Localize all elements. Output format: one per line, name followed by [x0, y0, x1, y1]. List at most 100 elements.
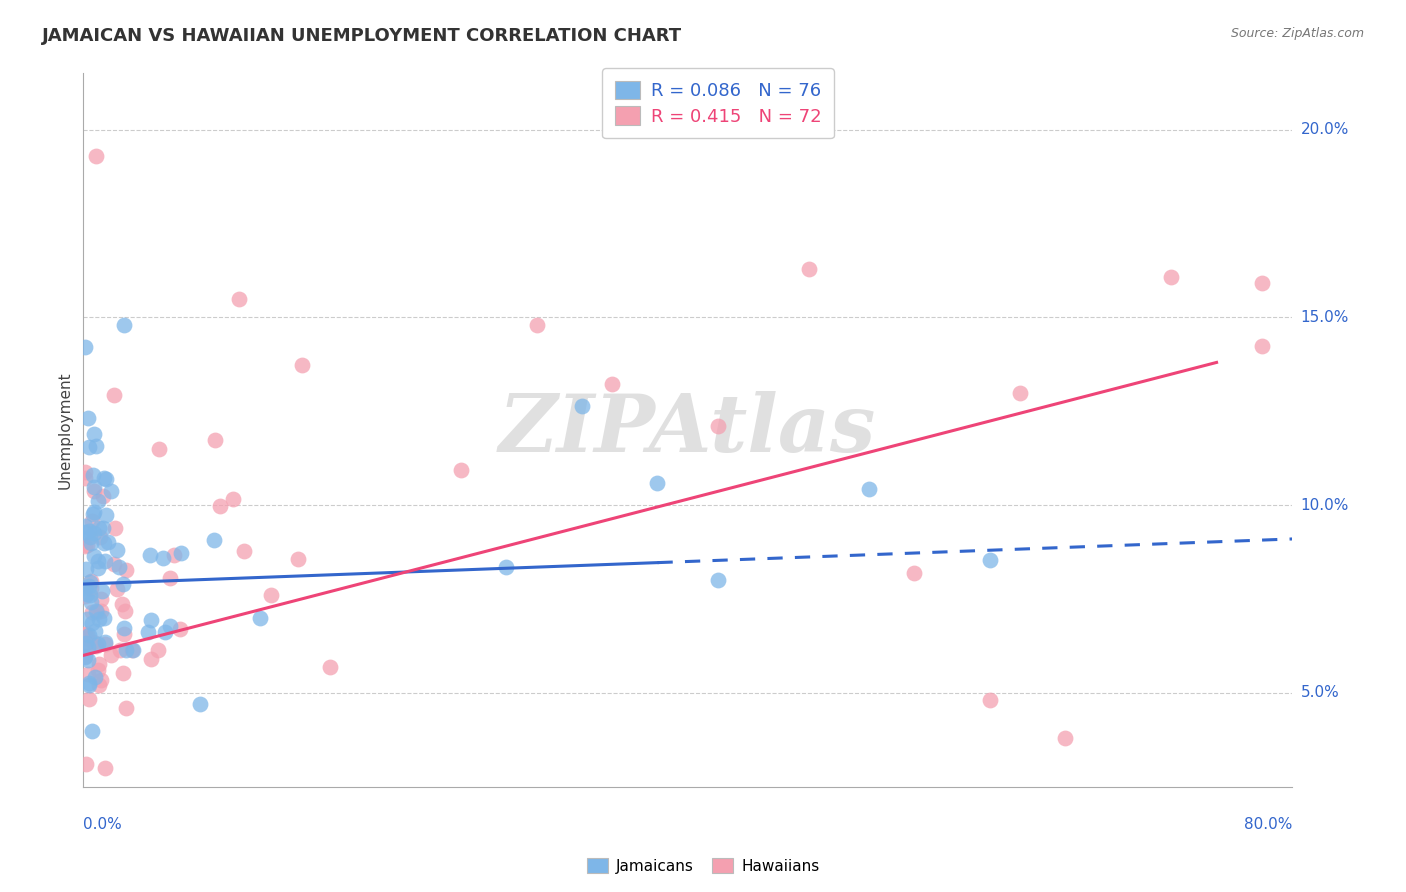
Point: [91, 521, 114, 535]
Point: [87, 637, 110, 651]
Point: [79, 531, 101, 545]
Point: [86, 604, 108, 618]
Point: [979, 693, 1001, 707]
Point: [647, 476, 669, 491]
Point: [93, 535, 115, 549]
Point: [903, 566, 925, 581]
Point: [1251, 339, 1274, 353]
Point: [169, 623, 191, 637]
Point: [83, 549, 105, 563]
Text: 80.0%: 80.0%: [1244, 817, 1292, 832]
Point: [83, 480, 105, 494]
Point: [87, 493, 110, 508]
Point: [76, 538, 98, 552]
Point: [148, 442, 170, 456]
Point: [112, 318, 135, 332]
Point: [159, 619, 181, 633]
Point: [83, 526, 105, 541]
Point: [76, 612, 98, 626]
Point: [495, 559, 517, 574]
Point: [600, 376, 623, 391]
Point: [108, 559, 131, 574]
Point: [188, 697, 211, 711]
Point: [73, 650, 96, 665]
Point: [83, 505, 105, 519]
Point: [291, 359, 314, 373]
Point: [319, 659, 342, 673]
Point: [75, 561, 97, 575]
Point: [83, 483, 105, 498]
Point: [139, 549, 162, 563]
Text: 10.0%: 10.0%: [1301, 498, 1348, 513]
Point: [122, 643, 145, 657]
Point: [79, 581, 101, 595]
Point: [204, 434, 226, 448]
Point: [77, 410, 100, 425]
Point: [83, 670, 105, 684]
Point: [76, 587, 98, 601]
Point: [146, 643, 169, 657]
Point: [82, 507, 104, 521]
Point: [73, 539, 96, 553]
Point: [1010, 385, 1032, 400]
Text: ZIPAtlas: ZIPAtlas: [499, 392, 876, 469]
Point: [100, 648, 122, 662]
Point: [222, 491, 245, 506]
Point: [94, 761, 117, 775]
Point: [93, 611, 115, 625]
Point: [82, 634, 104, 648]
Point: [77, 667, 100, 681]
Point: [80, 615, 103, 630]
Point: [121, 643, 143, 657]
Point: [707, 573, 730, 587]
Point: [526, 318, 548, 332]
Point: [76, 638, 98, 652]
Point: [571, 399, 593, 413]
Point: [86, 605, 108, 619]
Point: [1251, 277, 1274, 291]
Point: [105, 582, 128, 597]
Point: [76, 640, 98, 654]
Point: [111, 576, 134, 591]
Point: [73, 518, 96, 533]
Point: [103, 557, 125, 571]
Point: [73, 471, 96, 485]
Point: [84, 149, 107, 163]
Point: [94, 637, 117, 651]
Point: [153, 624, 176, 639]
Point: [87, 663, 110, 677]
Point: [260, 588, 283, 602]
Point: [159, 571, 181, 585]
Point: [79, 628, 101, 642]
Point: [232, 543, 254, 558]
Point: [93, 554, 115, 568]
Point: [97, 535, 120, 549]
Point: [76, 627, 98, 641]
Point: [112, 622, 135, 636]
Point: [138, 624, 160, 639]
Point: [89, 657, 111, 671]
Point: [450, 463, 472, 477]
Point: [89, 530, 111, 544]
Point: [858, 483, 880, 497]
Point: [105, 542, 128, 557]
Point: [112, 665, 135, 680]
Point: [73, 524, 96, 539]
Point: [208, 499, 231, 513]
Point: [76, 653, 98, 667]
Point: [75, 627, 97, 641]
Point: [84, 624, 107, 639]
Point: [94, 508, 117, 522]
Point: [84, 439, 107, 453]
Point: [979, 553, 1001, 567]
Point: [86, 561, 108, 575]
Point: [77, 678, 100, 692]
Point: [249, 611, 271, 625]
Point: [79, 676, 101, 690]
Point: [87, 678, 110, 692]
Point: [100, 483, 122, 498]
Point: [170, 546, 193, 560]
Point: [91, 489, 114, 503]
Point: [80, 595, 103, 609]
Point: [797, 262, 820, 277]
